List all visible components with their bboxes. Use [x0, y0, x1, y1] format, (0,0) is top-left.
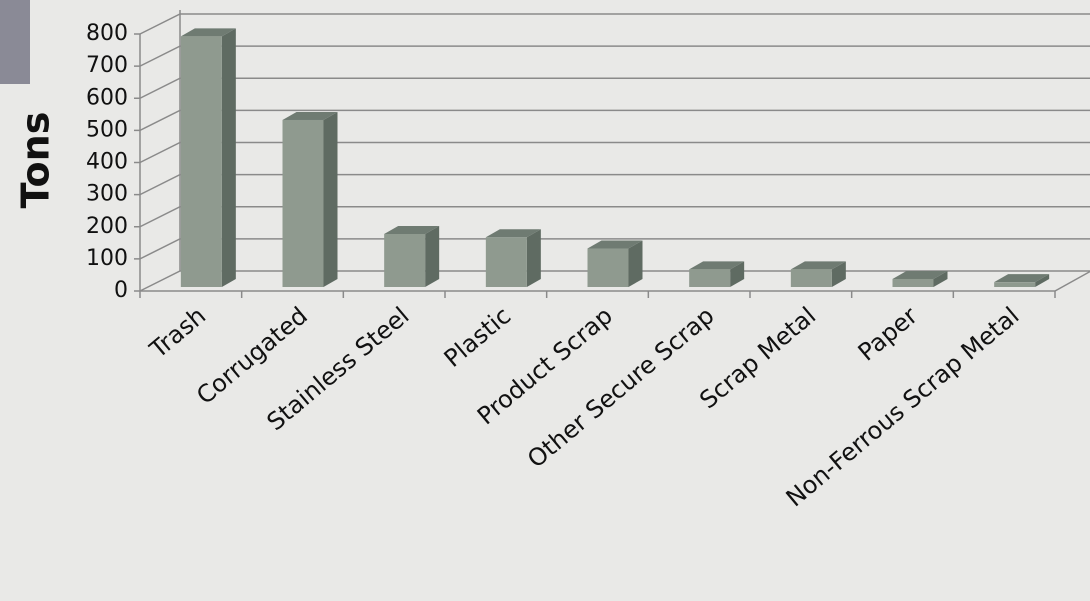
bar — [994, 282, 1036, 287]
bar-side — [323, 111, 338, 287]
bar-top — [180, 28, 236, 37]
bar-top — [790, 261, 846, 270]
bar — [689, 269, 731, 287]
y-tick-label: 600 — [86, 85, 128, 110]
bar-top — [587, 240, 643, 249]
bar-side — [1035, 274, 1050, 287]
bar — [384, 233, 426, 287]
bar — [790, 269, 832, 287]
y-tick-label: 0 — [114, 278, 128, 303]
grid-line — [139, 173, 1090, 196]
bar-side — [221, 28, 236, 288]
grid-line — [139, 77, 1090, 99]
bar-side — [730, 261, 745, 287]
bar-top — [892, 270, 948, 279]
bar — [587, 248, 629, 287]
grid-line — [139, 45, 1090, 67]
grid-line — [139, 270, 1090, 292]
bar — [180, 36, 222, 287]
y-axis-title: Tons — [14, 112, 58, 209]
bar-side — [628, 240, 643, 287]
grid-line — [139, 141, 1090, 164]
bar — [282, 119, 324, 287]
y-tick-label: 500 — [86, 117, 128, 142]
grid-line — [139, 109, 1090, 132]
bar-top — [994, 274, 1050, 283]
bar — [892, 278, 934, 287]
grid-line — [139, 13, 1090, 35]
y-tick-label: 700 — [86, 53, 128, 78]
y-tick-label: 200 — [86, 214, 128, 239]
thumbnail-image — [0, 0, 30, 84]
grid-line — [139, 206, 1090, 228]
bar — [485, 237, 527, 287]
bar-top — [384, 225, 440, 234]
y-tick-label: 100 — [86, 246, 128, 271]
bar-top — [485, 229, 541, 238]
bar-top — [282, 111, 338, 120]
y-tick-label: 300 — [86, 182, 128, 207]
bar-top — [689, 261, 745, 270]
y-tick-label: 800 — [86, 21, 128, 46]
bar-side — [831, 261, 846, 287]
bar-side — [933, 270, 948, 287]
y-tick-label: 400 — [86, 150, 128, 175]
grid-line — [139, 238, 1090, 260]
bar-side — [425, 225, 440, 287]
bar-side — [526, 229, 541, 287]
